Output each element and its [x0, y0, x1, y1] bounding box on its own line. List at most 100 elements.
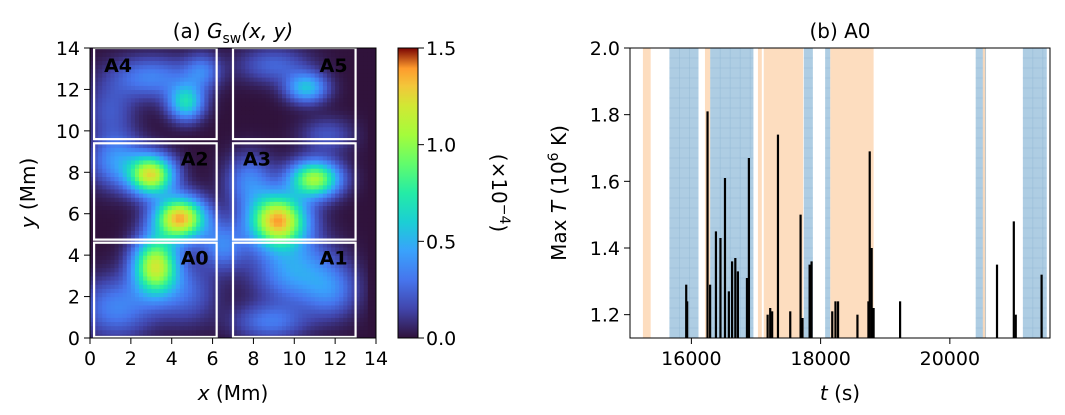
- heatmap-cell: [339, 159, 344, 165]
- heatmap-cell: [371, 110, 376, 115]
- heatmap-cell: [151, 130, 156, 136]
- heatmap-cell: [322, 271, 328, 277]
- heatmap-cell: [228, 284, 234, 289]
- heatmap-cell: [359, 321, 365, 327]
- heatmap-cell: [265, 201, 271, 207]
- heatmap-cell: [355, 48, 361, 53]
- heatmap-cell: [106, 168, 112, 173]
- heatmap-cell: [269, 60, 275, 66]
- heatmap-cell: [331, 52, 336, 57]
- heatmap-cell: [171, 309, 177, 314]
- heatmap-cell: [298, 64, 304, 70]
- heatmap-cell: [216, 64, 222, 70]
- heatmap-cell: [175, 93, 181, 99]
- heatmap-cell: [294, 159, 299, 165]
- heatmap-cell: [216, 155, 222, 161]
- heatmap-cell: [163, 280, 169, 285]
- heatmap-cell: [167, 226, 173, 231]
- heatmap-cell: [192, 188, 197, 194]
- heatmap-cell: [294, 300, 299, 306]
- heatmap-cell: [94, 164, 99, 169]
- heatmap-cell: [155, 122, 161, 128]
- heatmap-cell: [363, 151, 369, 157]
- heatmap-cell: [183, 56, 189, 62]
- heatmap-cell: [192, 135, 197, 140]
- heatmap-cell: [306, 93, 312, 99]
- heatmap-cell: [163, 126, 169, 132]
- heatmap-cell: [363, 329, 369, 335]
- heatmap-cell: [159, 300, 165, 306]
- heatmap-cell: [94, 222, 99, 227]
- heatmap-cell: [233, 321, 238, 327]
- heatmap-cell: [282, 168, 287, 173]
- heatmap-cell: [318, 188, 324, 194]
- heatmap-cell: [314, 60, 320, 66]
- heatmap-cell: [363, 321, 369, 327]
- heatmap-cell: [175, 213, 181, 219]
- heatmap-cell: [224, 304, 230, 310]
- heatmap-cell: [326, 110, 332, 115]
- heatmap-cell: [322, 251, 328, 256]
- heatmap-cell: [290, 85, 295, 91]
- heatmap-cell: [102, 101, 107, 107]
- heatmap-cell: [265, 313, 271, 318]
- heatmap-cell: [306, 263, 312, 269]
- heatmap-cell: [188, 284, 193, 289]
- heatmap-cell: [224, 72, 230, 78]
- heatmap-cell: [139, 64, 144, 70]
- heatmap-cell: [314, 263, 320, 269]
- heatmap-cell: [110, 176, 116, 182]
- heatmap-cell: [347, 97, 353, 103]
- heatmap-cell: [134, 122, 140, 128]
- heatmap-cell: [269, 89, 275, 95]
- heatmap-cell: [339, 284, 344, 289]
- heatmap-cell: [175, 159, 181, 165]
- heatmap-cell: [290, 147, 295, 153]
- heatmap-cell: [110, 296, 116, 302]
- heatmap-cell: [114, 168, 120, 173]
- heatmap-cell: [371, 242, 376, 248]
- heatmap-cell: [151, 176, 156, 182]
- heatmap-cell: [114, 300, 120, 306]
- heatmap-cell: [331, 122, 336, 128]
- heatmap-cell: [204, 313, 210, 318]
- heatmap-cell: [224, 226, 230, 231]
- heatmap-cell: [298, 197, 304, 202]
- heatmap-cell: [265, 304, 271, 310]
- heatmap-cell: [363, 205, 369, 211]
- heatmap-cell: [216, 147, 222, 153]
- heatmap-cell: [208, 288, 214, 294]
- heatmap-cell: [179, 296, 185, 302]
- heatmap-cell: [167, 164, 173, 169]
- heatmap-cell: [322, 172, 328, 178]
- heatmap-cell: [110, 304, 116, 310]
- heatmap-cell: [326, 155, 332, 161]
- heatmap-cell: [159, 275, 165, 281]
- heatmap-cell: [367, 222, 373, 227]
- heatmap-cell: [351, 226, 357, 231]
- heatmap-cell: [326, 213, 332, 219]
- heatmap-cell: [310, 263, 316, 269]
- heatmap-cell: [367, 118, 373, 124]
- heatmap-cell: [151, 184, 156, 190]
- heatmap-cell: [204, 184, 210, 190]
- heatmap-cell: [188, 251, 193, 256]
- heatmap-cell: [159, 85, 165, 91]
- heatmap-cell: [98, 147, 103, 153]
- heatmap-cell: [241, 118, 246, 124]
- heatmap-cell: [98, 110, 103, 115]
- heatmap-cell: [179, 242, 185, 248]
- heatmap-cell: [343, 188, 348, 194]
- heatmap-cell: [163, 77, 169, 82]
- heatmap-cell: [363, 159, 369, 165]
- heatmap-cell: [126, 234, 132, 240]
- heatmap-cell: [322, 304, 328, 310]
- heatmap-cell: [363, 77, 369, 82]
- heatmap-cell: [126, 151, 132, 157]
- heatmap-cell: [102, 304, 107, 310]
- heatmap-cell: [241, 197, 246, 202]
- heatmap-cell: [359, 201, 365, 207]
- heatmap-cell: [183, 234, 189, 240]
- heatmap-cell: [102, 60, 107, 66]
- heatmap-cell: [155, 304, 161, 310]
